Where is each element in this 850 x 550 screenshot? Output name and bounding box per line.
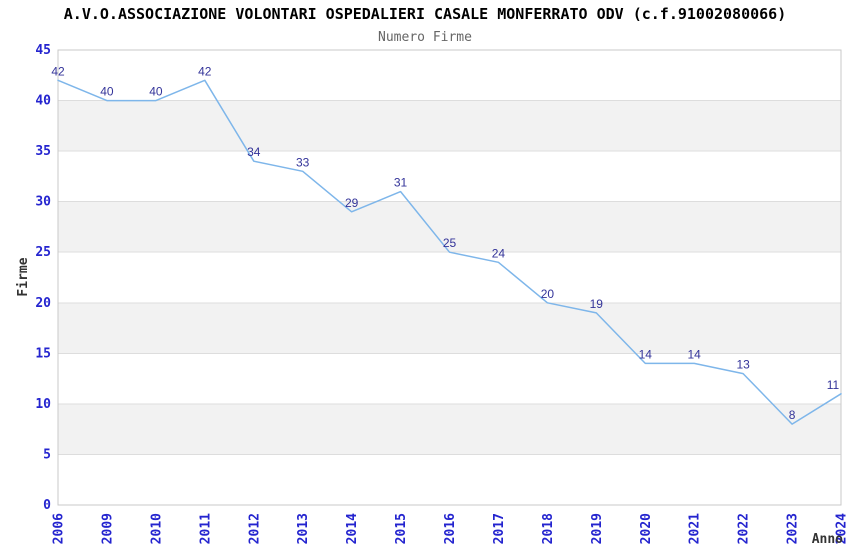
data-label: 19 [590, 297, 604, 311]
data-label: 11 [827, 378, 840, 392]
data-label: 13 [736, 358, 750, 372]
gridlines [58, 100, 841, 455]
data-label: 40 [149, 85, 163, 99]
data-label: 40 [100, 85, 114, 99]
chart-subtitle: Numero Firme [378, 30, 472, 45]
x-axis-ticks: 2006 2009 2010 2011 2012 2013 2014 2015 2016 2017… [52, 513, 850, 544]
data-label: 20 [541, 287, 555, 301]
data-labels: 42 40 40 42 34 33 29 31 25 24 20 19 14 14 13 8 11 [51, 64, 839, 422]
data-label: 8 [789, 408, 796, 422]
series-group [57, 79, 842, 425]
x-tick-label: 2010 [149, 513, 164, 544]
x-tick-label: 2024 [835, 513, 850, 544]
plot-bands [58, 100, 841, 455]
data-label: 34 [247, 145, 261, 159]
x-axis-label: Anno [812, 532, 843, 547]
x-tick-label: 2016 [443, 513, 458, 544]
x-tick-label: 2021 [688, 513, 703, 544]
data-label: 42 [51, 64, 65, 78]
chart-title: A.V.O.ASSOCIAZIONE VOLONTARI OSPEDALIERI… [64, 5, 786, 23]
plot-band [58, 302, 841, 354]
x-tick-label: 2012 [247, 513, 262, 544]
x-tick-label: 2017 [492, 513, 507, 544]
x-tick-label: 2023 [786, 513, 801, 544]
x-tick-label: 2013 [296, 513, 311, 544]
x-tick-label: 2009 [100, 513, 115, 544]
x-tick-label: 2018 [541, 513, 556, 544]
y-tick-label: 5 [43, 447, 51, 462]
series-line [57, 79, 842, 425]
plot-band [58, 403, 841, 455]
y-axis-label: Firme [16, 257, 31, 296]
x-tick-label: 2014 [345, 513, 360, 544]
data-label: 24 [492, 246, 506, 260]
y-tick-label: 0 [43, 498, 51, 513]
data-label: 14 [639, 347, 653, 361]
plot-band [58, 201, 841, 253]
x-tick-label: 2015 [394, 513, 409, 544]
y-tick-label: 20 [35, 296, 51, 311]
y-tick-label: 10 [35, 397, 51, 412]
data-label: 25 [443, 236, 457, 250]
plot-band [58, 100, 841, 152]
x-tick-label: 2022 [737, 513, 752, 544]
data-label: 33 [296, 155, 310, 169]
x-tick-label: 2011 [198, 513, 213, 544]
data-label: 42 [198, 64, 212, 78]
data-label: 29 [345, 196, 359, 210]
y-tick-label: 35 [35, 144, 51, 159]
x-tick-label: 2019 [590, 513, 605, 544]
y-tick-label: 30 [35, 195, 51, 210]
x-tick-label: 2020 [639, 513, 654, 544]
y-tick-label: 45 [35, 43, 51, 58]
y-tick-label: 15 [35, 346, 51, 361]
y-axis-ticks: 0 5 10 15 20 25 30 35 40 45 [35, 43, 51, 513]
y-tick-label: 40 [35, 94, 51, 109]
plot-border [57, 49, 842, 506]
data-label: 14 [688, 347, 702, 361]
y-tick-label: 25 [35, 245, 51, 260]
x-tick-label: 2006 [52, 513, 67, 544]
data-label: 31 [394, 176, 408, 190]
